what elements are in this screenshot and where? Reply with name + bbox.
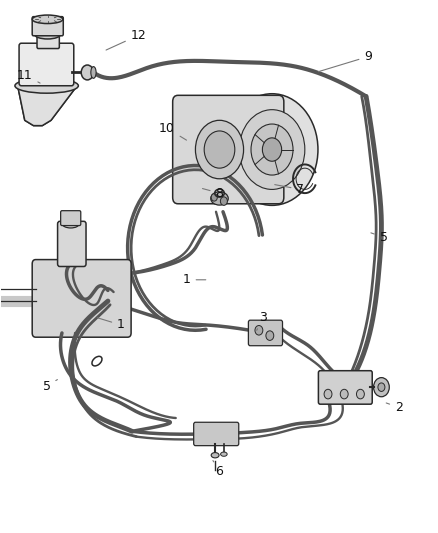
Circle shape: [377, 383, 384, 391]
Circle shape: [251, 124, 292, 175]
Text: 3: 3: [256, 311, 267, 330]
Text: 2: 2: [385, 401, 402, 414]
Text: 5: 5: [42, 379, 57, 393]
Ellipse shape: [91, 67, 96, 78]
Circle shape: [373, 377, 389, 397]
Ellipse shape: [34, 29, 60, 39]
Circle shape: [239, 110, 304, 189]
Text: 10: 10: [159, 122, 186, 140]
Text: 1: 1: [182, 273, 205, 286]
Circle shape: [204, 131, 234, 168]
Ellipse shape: [220, 452, 226, 456]
Text: 7: 7: [274, 183, 304, 196]
Circle shape: [339, 389, 347, 399]
Text: 1: 1: [97, 318, 125, 332]
Text: 5: 5: [370, 231, 387, 244]
Text: 12: 12: [106, 29, 146, 50]
Circle shape: [356, 389, 364, 399]
FancyBboxPatch shape: [248, 320, 282, 346]
Ellipse shape: [211, 453, 219, 458]
Circle shape: [81, 65, 93, 80]
Circle shape: [323, 389, 331, 399]
Circle shape: [226, 94, 317, 205]
Circle shape: [254, 326, 262, 335]
Ellipse shape: [15, 78, 78, 93]
FancyBboxPatch shape: [60, 211, 81, 225]
Ellipse shape: [62, 220, 79, 228]
Text: 6: 6: [212, 461, 223, 478]
FancyBboxPatch shape: [32, 17, 63, 36]
FancyBboxPatch shape: [19, 43, 74, 86]
FancyBboxPatch shape: [193, 422, 238, 446]
Text: 11: 11: [17, 69, 40, 83]
FancyBboxPatch shape: [32, 260, 131, 337]
Text: 8: 8: [202, 187, 223, 200]
Circle shape: [211, 193, 217, 201]
FancyBboxPatch shape: [172, 95, 283, 204]
Circle shape: [220, 197, 227, 205]
Ellipse shape: [210, 192, 228, 205]
FancyBboxPatch shape: [57, 221, 86, 266]
Ellipse shape: [32, 15, 63, 23]
Circle shape: [195, 120, 243, 179]
Polygon shape: [18, 88, 75, 126]
Circle shape: [265, 331, 273, 341]
FancyBboxPatch shape: [318, 370, 371, 404]
FancyBboxPatch shape: [37, 32, 59, 49]
Circle shape: [262, 138, 281, 161]
Text: 9: 9: [318, 50, 371, 71]
